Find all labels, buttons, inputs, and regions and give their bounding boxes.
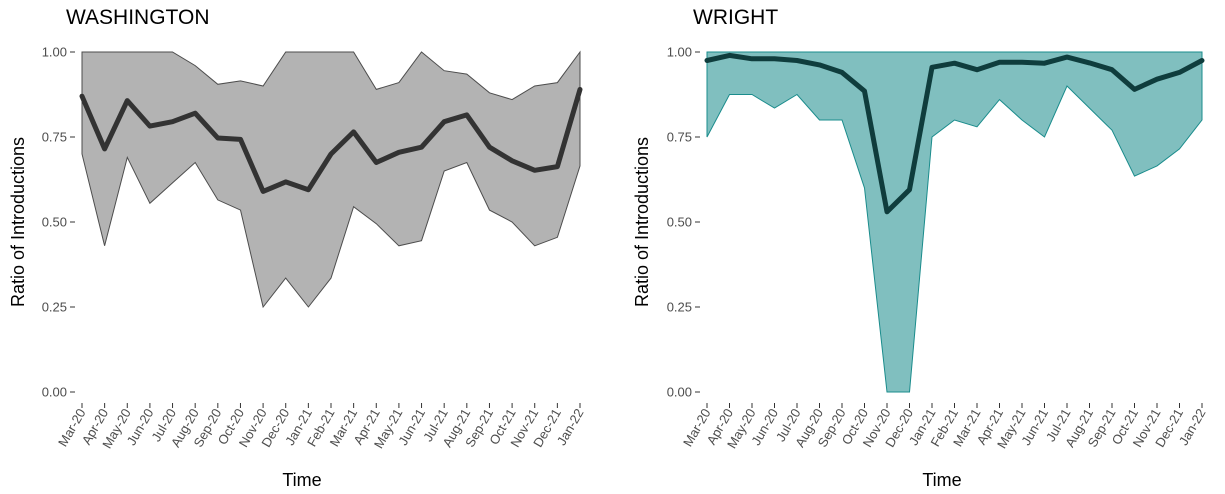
washington-y-tick-label: 0.75 <box>42 130 67 145</box>
washington-y-tick-label: 0.00 <box>42 385 67 400</box>
wright-x-axis-title: Time <box>922 470 961 490</box>
wright-y-tick-label: 0.25 <box>667 300 692 315</box>
washington-y-tick-label: 0.25 <box>42 300 67 315</box>
washington-line-layer <box>79 86 583 194</box>
washington-y-axis: 0.00 0.25 0.50 0.75 1.00 <box>42 45 75 400</box>
washington-panel: WASHINGTON Time Ratio of Introductions 0… <box>8 6 587 490</box>
washington-panel-title: WASHINGTON <box>66 6 210 29</box>
washington-y-axis-title: Ratio of Introductions <box>8 137 28 307</box>
wright-y-tick-label: 0.00 <box>667 385 692 400</box>
washington-interval-band <box>81 50 581 309</box>
wright-panel-title: WRIGHT <box>693 6 778 29</box>
wright-y-axis-title: Ratio of Introductions <box>632 137 652 307</box>
wright-band-layer <box>706 51 1203 393</box>
wright-y-axis: 0.00 0.25 0.50 0.75 1.00 <box>667 45 700 400</box>
wright-interval-band <box>706 51 1203 393</box>
wright-y-tick-label: 1.00 <box>667 45 692 60</box>
wright-y-tick-label: 0.50 <box>667 215 692 230</box>
washington-x-axis: Mar-20Apr-20May-20Jun-20Jul-20Aug-20Sep-… <box>55 403 587 451</box>
washington-x-axis-title: Time <box>282 470 321 490</box>
wright-panel: WRIGHT Time Ratio of Introductions 0.000… <box>632 6 1209 490</box>
wright-mean-line <box>704 52 1205 215</box>
wright-y-tick-label: 0.75 <box>667 130 692 145</box>
washington-y-tick-label: 0.50 <box>42 215 67 230</box>
washington-band-layer <box>81 50 581 309</box>
wright-x-axis: Mar-20Apr-20May-20Jun-20Jul-20Aug-20Sep-… <box>680 403 1209 451</box>
wright-line-layer <box>704 52 1205 215</box>
washington-mean-line <box>79 86 583 194</box>
washington-y-tick-label: 1.00 <box>42 45 67 60</box>
